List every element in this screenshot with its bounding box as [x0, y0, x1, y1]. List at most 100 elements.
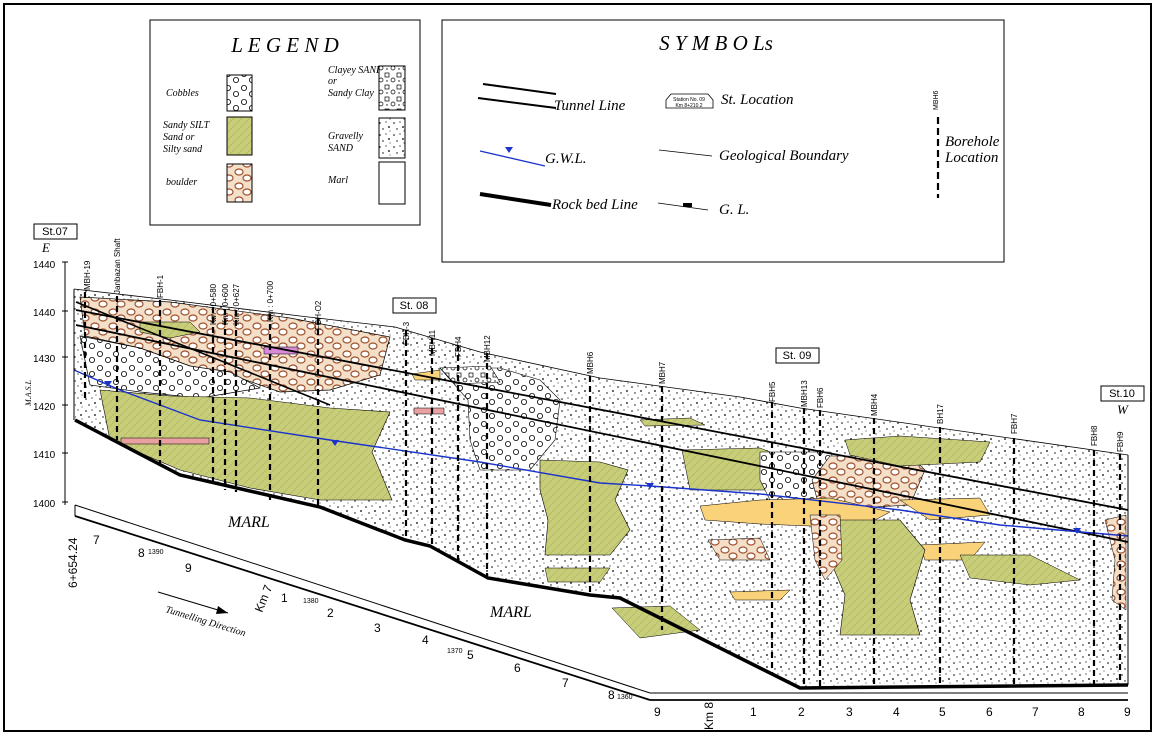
- borehole-label: MBH6: [586, 351, 595, 374]
- station-stamp-line-2: Km 8+210.2: [675, 103, 702, 109]
- borehole-label: MBH-19: [83, 260, 92, 290]
- borehole-label: MBH12: [483, 335, 492, 362]
- elevation-label: 1440: [33, 308, 56, 319]
- chainage-tick: 3: [846, 705, 853, 719]
- geo-boundary-symbol: [658, 149, 713, 157]
- gwl-symbol-line: [479, 150, 546, 167]
- yellow-lens-deep: [729, 589, 791, 601]
- cobble-band: [79, 335, 262, 399]
- legend-sandy-label-3: Silty sand: [163, 144, 203, 155]
- borehole-label: MBH13: [800, 380, 809, 407]
- elevation-unit: M.A.S.L: [24, 379, 33, 407]
- station-stamp: [665, 93, 714, 109]
- gwl-label: G.W.L.: [545, 151, 587, 167]
- chainage-tick: 5: [467, 648, 474, 662]
- chainage-tick: 8: [608, 688, 615, 702]
- chainage-tick: 2: [327, 606, 334, 620]
- boulder-swatch: [226, 163, 253, 203]
- tunnel-line-label: Tunnel Line: [554, 98, 626, 114]
- boulder-lens-small: [707, 537, 771, 561]
- tunnel-line-symbol-bottom: [477, 97, 557, 109]
- chainage-tick: 5: [939, 705, 946, 719]
- legend-boulder-label: boulder: [166, 177, 197, 188]
- station-markers: St.07 E St. 08 St. 09 St.10 W: [33, 223, 1145, 417]
- borehole-label: Km : 0+600: [221, 283, 230, 325]
- pink-lens-2: [120, 437, 210, 445]
- chainage-tick: 3: [374, 621, 381, 635]
- symbols-panel: S Y M B O Ls Tunnel Line Station No. 09 …: [441, 19, 1005, 263]
- borehole-label: MBH7: [658, 361, 667, 384]
- clayey-sand-swatch: [378, 65, 406, 111]
- borehole-symbol-tag: MBH6: [933, 90, 940, 110]
- shaft-line: [75, 301, 331, 406]
- rock-bed-label: Rock bed Line: [551, 197, 638, 213]
- direction-arrow-line: [157, 591, 229, 614]
- tunnel-line-symbol-top: [482, 83, 557, 95]
- elevation-label: 1440: [33, 260, 56, 271]
- chainage-sub-label: 1360: [617, 694, 633, 701]
- station-box: [1100, 385, 1145, 402]
- silt-column-east: [829, 519, 926, 636]
- silt-lens-far-east: [959, 554, 1081, 586]
- station-label: St. 08: [400, 300, 429, 312]
- legend-panel: L E G E N D Cobbles Sandy SILT Sand or S…: [149, 19, 421, 226]
- chainage-tick: 8: [1078, 705, 1085, 719]
- chainage-tick: 6: [514, 661, 521, 675]
- km7-label: Km 7: [252, 583, 276, 615]
- station-label: St.07: [42, 226, 68, 238]
- station-label: St.10: [1109, 388, 1135, 400]
- st-location-label: St. Location: [721, 92, 794, 108]
- borehole-label-1: Borehole: [945, 134, 1000, 150]
- silt-lens-east-top: [844, 435, 991, 467]
- borehole-label: Km : 0+700: [266, 280, 275, 322]
- cobbles-swatch: [226, 74, 253, 112]
- chainage-tick: 7: [93, 533, 100, 547]
- gravelly-sand-swatch: [378, 117, 406, 159]
- chainage-tick: 4: [422, 633, 429, 647]
- gwl-marker-icon: [104, 381, 112, 387]
- gwl-marker-icon: [646, 483, 654, 489]
- chainage-line: [74, 515, 651, 701]
- legend-gravelly-label-1: Gravelly: [328, 131, 364, 142]
- chainage-tick: 6: [986, 705, 993, 719]
- tunnelling-direction-label: Tunnelling Direction: [164, 604, 247, 639]
- legend-sandy-label-2: Sand or: [163, 132, 195, 143]
- pink-lens-3: [413, 407, 445, 415]
- chainage-tick: 9: [1124, 705, 1131, 719]
- legend-gravelly-label-2: SAND: [328, 143, 354, 154]
- gl-symbol-marker: [683, 203, 692, 207]
- station-box: [775, 347, 820, 364]
- rock-bed-symbol: [479, 192, 552, 207]
- station-stamp-line-1: Station No. 09: [673, 97, 705, 103]
- tunnel-line-crown: [75, 309, 1129, 511]
- cobble-zone-central: [439, 367, 561, 471]
- gl-label: G. L.: [719, 202, 749, 218]
- boulder-lens-deep: [809, 514, 843, 581]
- elevation-label: 1410: [33, 450, 56, 461]
- borehole-label: MBH11: [428, 329, 437, 356]
- km8-label: Km 8: [702, 702, 716, 730]
- chainage-sub-label: 1380: [303, 598, 319, 605]
- borehole-label: FBH-3: [402, 321, 411, 345]
- silt-lens-small: [544, 567, 611, 583]
- gwl-marker-icon: [1073, 528, 1081, 534]
- chainage-line: [74, 504, 651, 694]
- silt-lens-deep: [611, 605, 701, 639]
- chainage-tick: 1: [750, 705, 757, 719]
- marl-swatch: [378, 161, 406, 205]
- drawing-frame: [3, 3, 1152, 732]
- chainage-tick: 7: [1032, 705, 1039, 719]
- legend-title: L E G E N D: [230, 33, 339, 57]
- direction-arrow-icon: [216, 606, 228, 614]
- station-box: [392, 297, 437, 314]
- tunnel-line-invert: [75, 324, 1129, 543]
- gwl-triangle-icon: [505, 147, 513, 153]
- borehole-label: FBH4: [454, 336, 463, 357]
- elevation-label: 1420: [33, 402, 56, 413]
- borehole-label: Janbazan Shaft: [113, 238, 122, 294]
- borehole-labels: MBH-19 Janbazan Shaft FBH-1 Km : 0+580 K…: [83, 238, 1125, 452]
- chainage-sub-label: 1390: [148, 549, 164, 556]
- borehole-label: MBH4: [870, 393, 879, 416]
- symbols-title: S Y M B O Ls: [659, 31, 773, 55]
- chainage-band: 6+654.24 7 8 1390 9 Km 7 1 1380 2 3 4 13…: [66, 504, 1131, 730]
